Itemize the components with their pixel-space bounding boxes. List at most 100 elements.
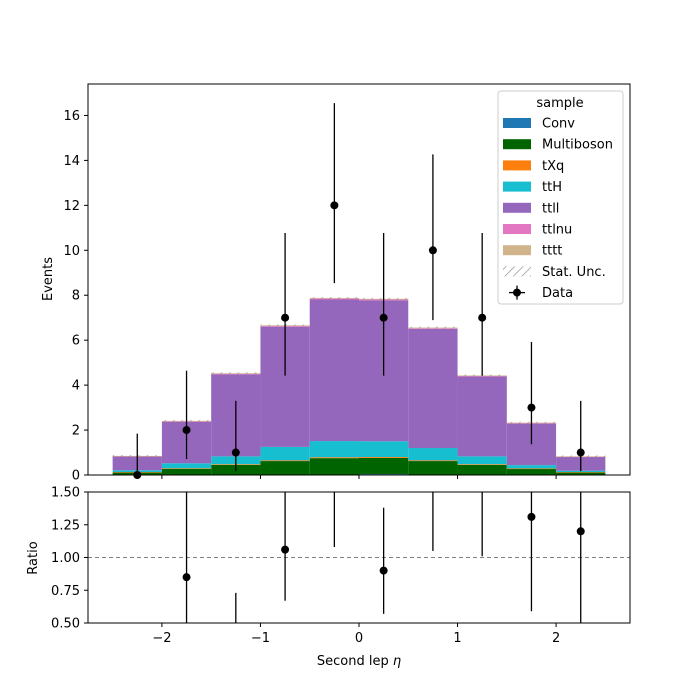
data-points [133,103,585,479]
legend-title: sample [536,96,583,111]
bar-multiboson-bin-1 [161,468,212,475]
ratio-plot-frame [87,491,631,624]
bar-tth-bin-5 [359,441,409,458]
bar-ttlnu-bin-4 [309,298,359,300]
legend-swatch-tth [503,181,531,192]
data-point-5 [379,313,388,322]
legend: sample Conv Multiboson tXq ttH ttll ttlnu tttt… [497,90,624,305]
bar-txq-bin-7 [457,464,507,465]
bar-tth-bin-3 [260,446,310,461]
x-tick-label-2: −2 [152,631,171,646]
legend-label-stat-unc: Stat. Unc. [542,265,606,280]
legend-label-tth: ttH [542,180,562,195]
x-axis-label: Second lep η [317,654,401,669]
legend-label-multiboson: Multiboson [542,138,613,153]
ratio-point-7 [527,512,536,521]
main-y-tick-label-16: 16 [63,109,80,124]
main-y-axis-ticks: 0 2 4 6 8 10 12 14 16 [63,109,88,484]
main-y-tick-label-10: 10 [63,244,80,259]
ratio-y-tick-label-1-00: 1.00 [51,551,80,566]
ratio-points [182,492,585,623]
bar-tth-bin-4 [309,441,359,458]
bar-tth-bin-8 [506,465,557,469]
ratio-point-8 [576,527,585,536]
x-axis-label-eta: η [393,654,401,669]
stat-unc-bin-6 [408,326,458,329]
bar-ttll-bin-4 [309,299,359,442]
bar-multiboson-bin-9 [556,472,606,475]
main-plot-frame [87,83,631,476]
legend-label-tttt: tttt [542,244,562,259]
bar-tth-bin-9 [556,470,606,473]
bar-tth-bin-6 [408,448,458,461]
legend-swatch-ttlnu [503,224,531,234]
x-axis-label-text: Second lep [317,654,393,669]
data-point-2 [231,448,240,457]
ratio-point-4 [379,566,388,575]
bar-ttll-bin-7 [457,376,507,457]
data-point-3 [281,313,290,322]
x-tick-label-2: 2 [552,631,560,646]
main-y-tick-label-2: 2 [72,424,80,439]
ratio-y-tick-label-1-25: 1.25 [51,518,80,533]
bar-multiboson-bin-4 [309,458,359,475]
bar-txq-bin-9 [556,472,606,473]
legend-swatch-ttll [503,202,531,213]
ratio-y-tick-label-0-75: 0.75 [51,584,80,599]
bar-txq-bin-1 [161,468,212,469]
main-panel: 0 2 4 6 8 10 12 14 16 Events [41,83,631,484]
legend-label-ttlnu: ttlnu [542,223,572,238]
ratio-y-tick-label-1-50: 1.50 [51,486,80,501]
data-point-7 [478,313,487,322]
bar-txq-bin-4 [309,457,359,459]
main-y-tick-label-14: 14 [63,154,80,169]
data-point-4 [330,201,339,210]
main-y-tick-label-6: 6 [72,334,80,349]
bar-txq-bin-5 [359,457,409,458]
legend-entries: Conv Multiboson tXq ttH ttll ttlnu tttt Stat. U… [503,117,613,301]
main-y-tick-label-8: 8 [72,289,80,304]
bar-tth-bin-1 [161,463,212,469]
legend-label-data: Data [542,286,573,301]
bar-multiboson-bin-3 [260,461,310,475]
x-tick-label-0: 0 [355,631,363,646]
stat-unc-bin-2 [211,372,261,375]
bar-multiboson-bin-7 [457,464,507,475]
legend-data-marker [513,288,521,297]
legend-swatch-conv [503,118,531,128]
ratio-x-axis-ticks: −2 −1 0 1 2 [152,623,560,646]
bar-ttll-bin-6 [408,328,458,449]
bar-multiboson-bin-8 [506,468,557,475]
data-point-8 [527,403,536,412]
data-point-6 [428,246,437,255]
main-y-tick-label-0: 0 [72,469,80,484]
bar-txq-bin-8 [506,468,557,470]
ratio-point-0 [182,573,191,582]
stat-unc-bin-4 [309,297,359,299]
legend-label-txq: tXq [542,159,564,174]
bar-ttlnu-bin-6 [408,328,458,329]
bar-txq-bin-3 [260,460,310,462]
data-point-1 [182,426,191,435]
legend-swatch-tttt [503,245,531,256]
x-tick-label-1: 1 [453,631,461,646]
bar-txq-bin-6 [408,460,458,462]
ratio-y-axis-ticks: 0.50 0.75 1.00 1.25 1.50 [51,486,88,632]
bar-multiboson-bin-5 [359,457,409,475]
y-axis-label-ratio: Ratio [26,541,41,574]
data-point-9 [576,448,585,457]
legend-label-ttll: ttll [542,201,559,216]
ratio-panel: 0.50 0.75 1.00 1.25 1.50 −2 −1 0 1 2 Ratio Secon… [26,486,631,669]
main-x-axis-ticks [161,475,557,479]
main-y-tick-label-4: 4 [72,379,80,394]
main-y-tick-label-12: 12 [63,199,80,214]
legend-label-conv: Conv [542,117,575,132]
y-axis-label-events: Events [41,257,56,301]
bar-tth-bin-7 [457,456,507,465]
ratio-y-tick-label-0-50: 0.50 [51,617,80,632]
bar-multiboson-bin-6 [408,461,458,475]
ratio-point-2 [281,545,290,554]
legend-swatch-txq [503,160,531,171]
legend-swatch-stat-unc [503,266,531,277]
